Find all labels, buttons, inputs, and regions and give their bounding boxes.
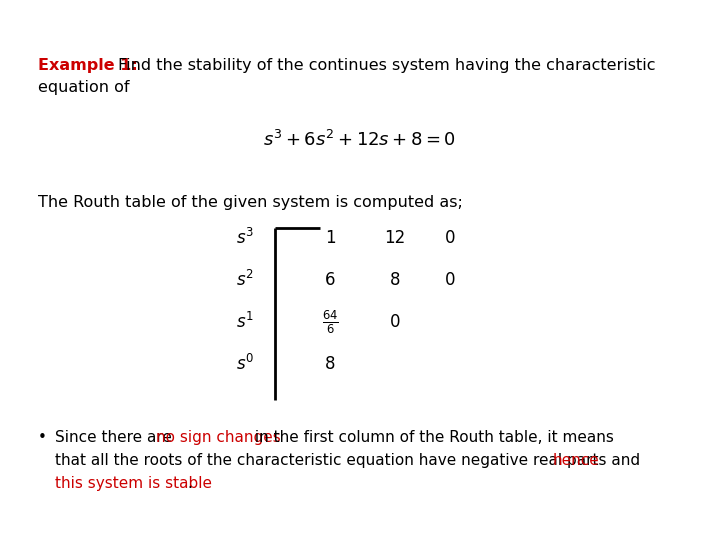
Text: in the first column of the Routh table, it means: in the first column of the Routh table, …: [251, 430, 614, 445]
Text: $\frac{64}{6}$: $\frac{64}{6}$: [322, 308, 338, 336]
Text: $s^3$: $s^3$: [236, 228, 254, 248]
Text: $s^2$: $s^2$: [236, 270, 254, 290]
Text: 0: 0: [390, 313, 400, 331]
Text: 8: 8: [325, 355, 336, 373]
Text: 8: 8: [390, 271, 400, 289]
Text: 1: 1: [325, 229, 336, 247]
Text: 6: 6: [325, 271, 336, 289]
Text: $s^1$: $s^1$: [236, 312, 254, 332]
Text: this system is stable: this system is stable: [55, 476, 212, 491]
Text: The Routh table of the given system is computed as;: The Routh table of the given system is c…: [38, 195, 463, 210]
Text: equation of: equation of: [38, 80, 130, 95]
Text: that all the roots of the characteristic equation have negative real parts and: that all the roots of the characteristic…: [55, 453, 645, 468]
Text: 12: 12: [384, 229, 405, 247]
Text: $s^0$: $s^0$: [236, 354, 254, 374]
Text: no sign changes: no sign changes: [156, 430, 281, 445]
Text: 0: 0: [445, 229, 455, 247]
Text: Find the stability of the continues system having the characteristic: Find the stability of the continues syst…: [118, 58, 655, 73]
Text: hence: hence: [553, 453, 600, 468]
Text: •: •: [38, 430, 47, 445]
Text: .: .: [187, 476, 192, 491]
Text: 0: 0: [445, 271, 455, 289]
Text: Example 1:: Example 1:: [38, 58, 138, 73]
Text: Since there are: Since there are: [55, 430, 176, 445]
Text: $s^3 + 6s^2 + 12s + 8 = 0$: $s^3 + 6s^2 + 12s + 8 = 0$: [264, 130, 456, 150]
